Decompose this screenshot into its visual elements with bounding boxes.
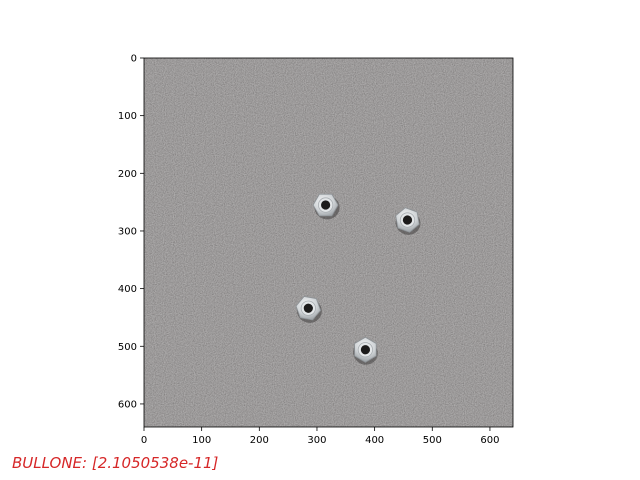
y-tick-label: 0 <box>131 54 137 65</box>
x-tick-label: 500 <box>423 435 442 446</box>
image-frame <box>143 57 514 428</box>
x-tick-label: 100 <box>192 435 211 446</box>
x-tick-label: 600 <box>480 435 499 446</box>
y-tick-label: 300 <box>118 226 137 237</box>
y-tick-label: 500 <box>118 342 137 353</box>
y-tick-label: 200 <box>118 169 137 180</box>
hex-nut <box>312 193 340 220</box>
prediction-label: BULLONE: [2.1050538e-11] <box>12 454 219 472</box>
x-tick-label: 300 <box>307 435 326 446</box>
x-tick-label: 200 <box>250 435 269 446</box>
y-tick-label: 600 <box>118 399 137 410</box>
x-axis: 0 100 200 300 400 500 600 <box>141 427 499 446</box>
image-panel <box>143 57 514 428</box>
hex-nut <box>395 207 421 235</box>
image-texture <box>144 58 513 427</box>
y-tick-label: 100 <box>118 111 137 122</box>
x-tick-label: 400 <box>365 435 384 446</box>
hex-nut <box>295 296 322 323</box>
y-axis: 0 100 200 300 400 500 600 <box>118 54 144 410</box>
x-tick-label: 0 <box>141 435 147 446</box>
hex-nut <box>353 336 378 365</box>
y-tick-label: 400 <box>118 284 137 295</box>
